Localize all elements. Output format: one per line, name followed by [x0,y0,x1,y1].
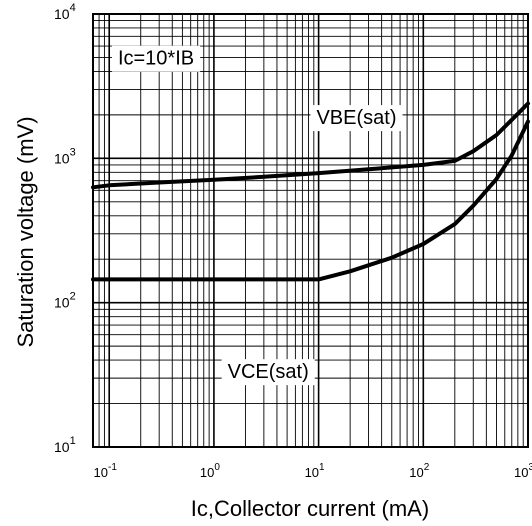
annotation-text: VBE(sat) [316,107,396,129]
annotation-text: Ic=10*IB [118,48,194,70]
x-tick-label: 10-1 [94,462,118,480]
annotation-label: VBE(sat) [310,105,403,132]
x-tick-label: 101 [305,462,325,480]
y-tick-label: 104 [54,2,76,22]
y-tick-label: 103 [54,146,76,166]
x-tick-label: 102 [409,462,429,480]
annotation-background [111,45,201,72]
vbe-sat-curve [91,101,530,190]
series-layer [91,101,530,282]
y-axis-label: Saturation voltage (mV) [13,116,38,347]
x-tick-label: 103 [514,462,532,480]
x-tick-label: 100 [200,462,220,480]
annotation-layer: Ic=10*IB VBE(sat) VCE(sat) [111,45,403,386]
y-tick-labels: 101 102 103 104 [54,2,76,455]
annotation-text: VCE(sat) [228,361,309,383]
y-tick-label: 102 [54,291,76,311]
annotation-label: VCE(sat) [221,359,315,386]
vce-sat-curve [91,119,530,282]
x-tick-labels: 10-1 100 101 102 103 [94,462,532,480]
annotation-background [221,359,315,386]
plot-frame [92,13,529,448]
x-axis-label: Ic,Collector current (mA) [191,496,429,521]
annotation-background [310,105,403,132]
y-tick-label: 101 [54,435,76,455]
annotation-label: Ic=10*IB [111,45,201,72]
